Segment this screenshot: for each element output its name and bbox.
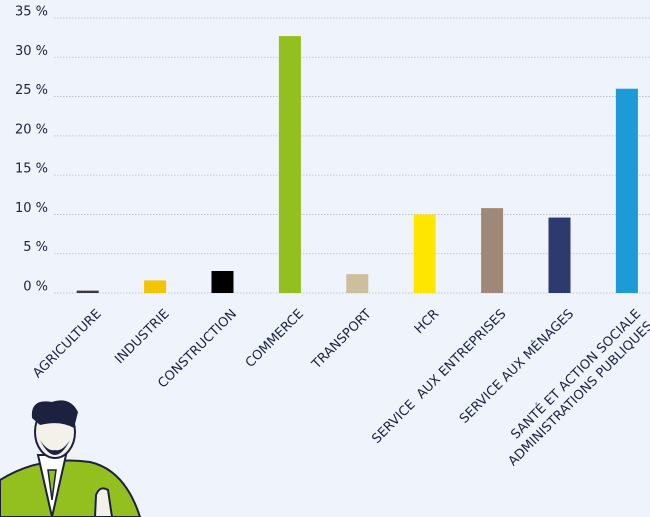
- hair: [31, 400, 78, 428]
- y-tick-label: 5 %: [23, 240, 48, 255]
- y-tick-label: 0 %: [23, 280, 48, 295]
- y-tick-label: 35 %: [15, 5, 48, 20]
- bar: [548, 217, 571, 293]
- y-tick-label: 20 %: [15, 122, 48, 137]
- thumb: [93, 487, 114, 517]
- y-tick-label: 30 %: [15, 44, 48, 59]
- bar: [76, 290, 99, 293]
- jacket: [0, 459, 142, 517]
- bar: [211, 271, 234, 293]
- character: [0, 400, 142, 517]
- y-tick-label: 10 %: [15, 201, 48, 216]
- bar: [615, 88, 638, 293]
- y-tick-label: 15 %: [15, 162, 48, 177]
- beard: [40, 440, 70, 455]
- bar: [413, 214, 436, 293]
- bar: [144, 280, 167, 293]
- bar: [278, 36, 301, 293]
- bar: [346, 274, 369, 293]
- tie: [47, 469, 57, 501]
- y-tick-label: 25 %: [15, 83, 48, 98]
- bar: [481, 208, 504, 293]
